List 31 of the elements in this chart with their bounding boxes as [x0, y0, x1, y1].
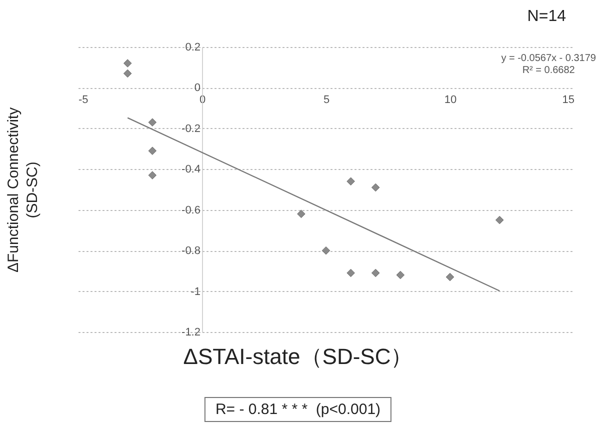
point	[371, 268, 380, 278]
x-tick-label: 5	[323, 94, 330, 106]
x-tick-label: 15	[562, 94, 574, 106]
point	[371, 183, 380, 192]
annotation: y = -0.0567x - 0.3179 R² = 0.6682	[501, 53, 596, 77]
point	[346, 177, 355, 186]
point	[346, 268, 355, 278]
point	[396, 270, 405, 280]
text: R= - 0.81 * * * (p<0.001)	[204, 397, 392, 422]
x-axis-title: ΔSTAI-state（SD-SC）	[182, 343, 414, 371]
point	[148, 118, 157, 126]
y-tick-label: -0.4	[182, 164, 200, 176]
y-tick-label: 0.2	[185, 42, 200, 54]
point	[446, 272, 454, 282]
y-tick-label: 0	[194, 82, 200, 94]
y-tick-label: -0.2	[182, 122, 200, 135]
point	[495, 216, 504, 224]
x-tick-label: -5	[78, 94, 88, 106]
y-tick-label: -0.6	[182, 204, 200, 216]
x-tick-label: 10	[444, 94, 457, 106]
point	[123, 69, 132, 78]
text: N=14	[527, 8, 566, 26]
point	[148, 146, 157, 155]
point	[123, 59, 132, 68]
y-axis-title: ΔFunctional Connectivity (SD-SC)	[4, 106, 42, 272]
y-tick-label: -0.8	[182, 245, 200, 258]
y-tick-label: -1	[190, 286, 200, 298]
point	[322, 246, 330, 255]
y-tick-label: -1.2	[182, 326, 200, 338]
point	[297, 210, 306, 218]
point	[148, 171, 157, 180]
